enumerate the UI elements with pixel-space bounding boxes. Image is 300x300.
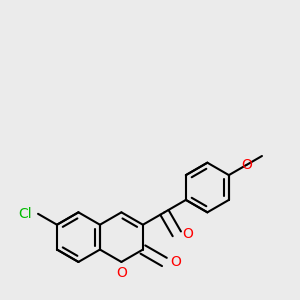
Text: O: O	[183, 227, 194, 241]
Text: O: O	[116, 266, 127, 280]
Text: O: O	[170, 255, 181, 269]
Text: O: O	[241, 158, 252, 172]
Text: Cl: Cl	[19, 207, 32, 221]
